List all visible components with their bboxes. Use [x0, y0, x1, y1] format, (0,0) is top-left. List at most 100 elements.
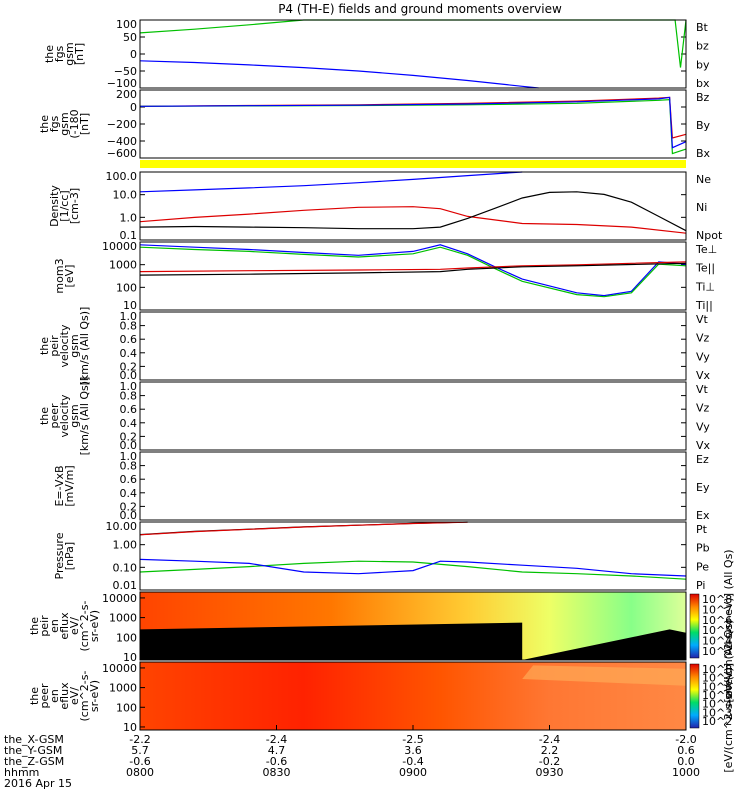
- y-tick-label: 10.00: [106, 520, 138, 533]
- y-tick-label: 0.0: [120, 439, 138, 452]
- x-axis-value: 0830: [263, 766, 291, 779]
- y-tick-label: 10000: [102, 592, 137, 605]
- panel-temperature: 10000 1000 100 10 Te⊥ Te|| Ti⊥ Ti|| mom3[eV]: [53, 240, 717, 312]
- series-line-Te||: [139, 262, 687, 276]
- panel-peer-velocity: 1.00.80.60.40.20.0 Vt Vz Vy Vx thepeervelocit…: [38, 377, 711, 456]
- x-axis-value: -0.2: [539, 755, 560, 768]
- x-axis-row-label: the_Y-GSM: [4, 744, 62, 757]
- y-axis-label: (-180: [68, 109, 81, 138]
- colorbar-tick-label: 10^4: [702, 698, 732, 711]
- y-tick-label: 0.2: [120, 430, 138, 443]
- colorbar-tick-label: 10^7: [702, 603, 732, 616]
- legend-entry: Vy: [696, 420, 710, 433]
- x-axis-value: 0900: [399, 766, 427, 779]
- panel-peer-eflux: 10^810^710^610^510^410^310^2[eV/(cm^2-s-…: [28, 619, 735, 772]
- x-axis-value: 0800: [126, 766, 154, 779]
- y-tick-label: −100: [107, 77, 137, 90]
- y-axis-label: [km/s (All Qs)]: [78, 377, 91, 456]
- series-line-Bx: [139, 96, 687, 149]
- y-tick-label: 0.01: [113, 579, 138, 592]
- x-axis-row-label: the_X-GSM: [4, 733, 64, 746]
- y-tick-label: −600: [107, 147, 137, 160]
- y-tick-label: 0: [130, 48, 137, 61]
- y-tick-label: 10: [123, 299, 137, 312]
- y-axis-label: Density: [48, 185, 61, 227]
- colorbar-tick-label: 10^8: [702, 593, 732, 606]
- x-axis-value: -2.4: [539, 733, 560, 746]
- y-tick-label: 0.1: [120, 229, 138, 242]
- y-axis-label: gsm: [63, 42, 76, 65]
- panel-frame: [139, 591, 687, 661]
- y-axis-label: [nT]: [73, 43, 86, 65]
- colorbar: [689, 663, 700, 729]
- y-tick-label: 0.6: [120, 473, 138, 486]
- y-tick-label: 200: [116, 88, 137, 101]
- y-axis-label: sr-eV): [88, 680, 101, 712]
- y-axis-label: [km/s (All Qs)]: [78, 307, 91, 386]
- y-axis-label: (cm^2-s-: [78, 671, 91, 722]
- panel-peir-velocity: 1.00.80.60.40.20.0 Vt Vz Vy Vx thepeirvelocit…: [38, 307, 711, 386]
- y-axis-label: mom3: [53, 258, 66, 293]
- x-axis-value: -2.0: [675, 733, 696, 746]
- panel-frame: [139, 171, 687, 241]
- y-tick-label: 1.0: [120, 380, 138, 393]
- x-axis-value: -0.4: [402, 755, 423, 768]
- y-axis-label: E=-VxB: [53, 465, 66, 506]
- legend-entry: Bt: [696, 21, 709, 34]
- y-tick-label: 0.8: [120, 460, 138, 473]
- y-axis-label: [nPa]: [63, 542, 76, 570]
- x-axis-value: -2.4: [266, 733, 287, 746]
- y-axis-label: velocity: [58, 394, 71, 437]
- y-axis-label: Pressure: [53, 532, 66, 579]
- y-tick-label: 1000: [109, 259, 137, 272]
- colorbar-label: [eV/(cm^2-s-sr-eV)] (All Qs): [722, 549, 735, 702]
- colorbar-tick-label: 10^3: [702, 645, 732, 658]
- y-axis-label: [nT]: [78, 113, 91, 135]
- series-line-Npot: [139, 171, 523, 193]
- y-axis-label: gsm: [68, 334, 81, 357]
- y-tick-label: 100: [116, 281, 137, 294]
- legend-entry: by: [696, 58, 710, 71]
- y-tick-label: 0: [130, 101, 137, 114]
- y-tick-label: 10000: [102, 240, 137, 253]
- panel-frame: [139, 381, 687, 451]
- colorbar-tick-label: 10^8: [702, 663, 732, 676]
- legend-entry: Bx: [696, 147, 711, 160]
- legend-entry: Pi: [696, 579, 705, 592]
- y-axis-label: [1/cc]: [58, 190, 71, 221]
- y-axis-label: gsm: [58, 112, 71, 135]
- y-tick-label: 1.0: [120, 450, 138, 463]
- series-line-Te⊥: [139, 261, 687, 273]
- y-axis-label: eflux: [58, 612, 71, 640]
- y-tick-label: 50: [123, 31, 137, 44]
- legend-entry: Npot: [696, 229, 723, 242]
- panel-frame: [139, 311, 687, 381]
- y-tick-label: 0.0: [120, 509, 138, 522]
- y-axis-label: [eV]: [63, 265, 76, 288]
- y-tick-label: 10: [123, 651, 137, 664]
- legend-entry: Pe: [696, 560, 709, 573]
- legend-entry: Ey: [696, 481, 710, 494]
- y-axis-label: the: [43, 45, 56, 63]
- y-tick-label: 0.6: [120, 333, 138, 346]
- legend-entry: Pt: [696, 523, 708, 536]
- series-line-by: [139, 19, 687, 68]
- series-line-Ti⊥: [139, 244, 687, 297]
- series-line-By: [139, 98, 687, 155]
- x-axis-labels: the_X-GSM -2.2 -2.4 -2.5 -2.4 -2.0 the_Y-GSM 5.…: [4, 725, 700, 790]
- y-tick-label: 1000: [109, 612, 137, 625]
- panel-density: 100.0 10.0 1.0 0.1 Ne Ni Npot Density[1/cc][cm-…: [48, 170, 723, 242]
- y-axis-label: peir: [48, 335, 61, 357]
- legend-entry: Pb: [696, 542, 710, 555]
- heatmap-low-flux-region: [140, 622, 523, 660]
- y-tick-label: 100: [116, 631, 137, 644]
- legend-entry: Ez: [696, 453, 709, 466]
- y-tick-label: 1.00: [113, 539, 138, 552]
- legend-entry: Vx: [696, 369, 711, 382]
- y-tick-label: −50: [114, 65, 137, 78]
- x-axis-row-label: hhmm: [4, 766, 39, 779]
- colorbar-tick-label: 10^3: [702, 706, 732, 719]
